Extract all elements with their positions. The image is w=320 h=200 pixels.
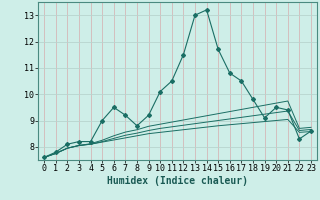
X-axis label: Humidex (Indice chaleur): Humidex (Indice chaleur) bbox=[107, 176, 248, 186]
